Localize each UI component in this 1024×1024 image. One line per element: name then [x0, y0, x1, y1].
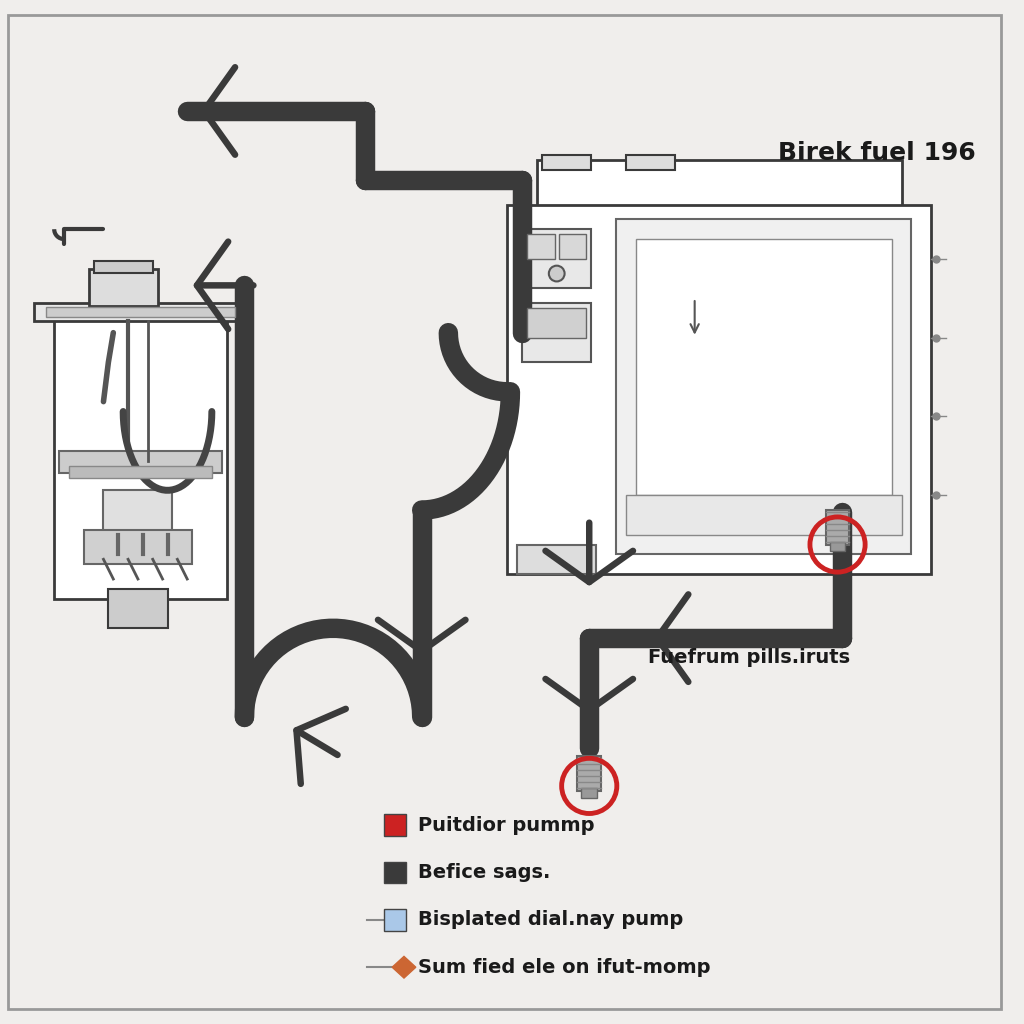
Bar — [84, 529, 193, 564]
Bar — [35, 303, 247, 321]
Text: Puitdior pummp: Puitdior pummp — [418, 816, 594, 835]
Bar — [508, 205, 931, 574]
Bar — [626, 496, 901, 535]
Bar — [527, 308, 587, 338]
Polygon shape — [392, 956, 416, 978]
Bar — [93, 261, 153, 272]
Bar — [54, 313, 226, 599]
Bar — [384, 909, 406, 931]
Bar — [89, 268, 158, 306]
Text: Fuefrum pills.iruts: Fuefrum pills.iruts — [648, 648, 851, 668]
Bar — [109, 589, 168, 629]
Text: Bisplated dial.nay pump: Bisplated dial.nay pump — [418, 910, 683, 930]
Text: Befice sags.: Befice sags. — [418, 863, 550, 882]
Bar — [522, 303, 591, 362]
Bar — [522, 229, 591, 289]
Bar — [384, 862, 406, 884]
Bar — [829, 542, 846, 551]
Bar — [103, 490, 172, 540]
Bar — [542, 156, 591, 170]
Bar — [626, 156, 675, 170]
Bar — [636, 239, 892, 496]
Bar — [825, 510, 849, 545]
Bar — [578, 757, 601, 791]
Circle shape — [549, 265, 564, 282]
Bar — [517, 545, 596, 574]
Text: Birek fuel 196: Birek fuel 196 — [778, 141, 976, 165]
Bar — [69, 466, 212, 477]
Bar — [527, 234, 555, 259]
Bar — [582, 787, 597, 798]
Bar — [559, 234, 587, 259]
Bar — [384, 814, 406, 837]
Bar — [537, 160, 901, 214]
Bar — [59, 451, 222, 473]
Bar — [615, 219, 911, 554]
Bar — [46, 307, 234, 316]
Text: Sum fied ele on ifut-momp: Sum fied ele on ifut-momp — [418, 957, 711, 977]
